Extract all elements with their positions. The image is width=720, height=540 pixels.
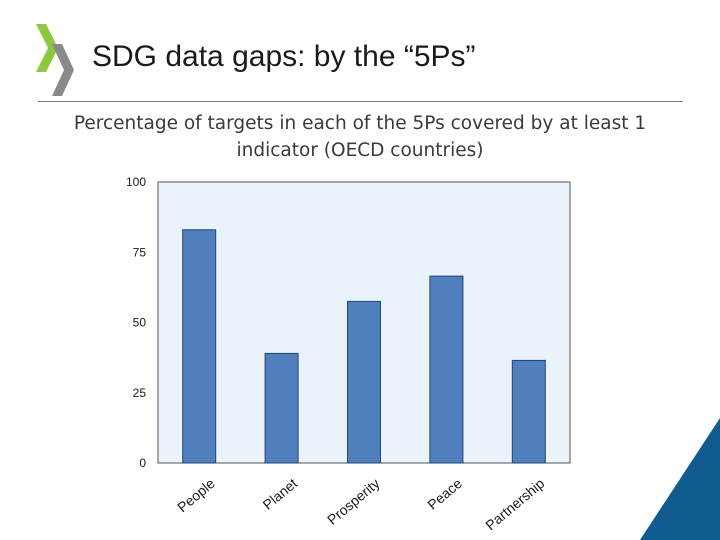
title-divider xyxy=(38,101,683,102)
y-tick-label: 25 xyxy=(133,386,147,400)
bar-planet xyxy=(264,352,299,464)
x-tick-label: Partnership xyxy=(482,475,547,533)
x-tick-label: Planet xyxy=(260,475,301,513)
y-tick-label: 0 xyxy=(139,456,146,470)
x-tick-label: People xyxy=(174,475,218,515)
x-tick-label: Peace xyxy=(424,475,465,513)
x-tick-label: Prosperity xyxy=(324,475,383,528)
bar-peace xyxy=(429,275,464,464)
y-tick-label: 50 xyxy=(133,316,147,330)
chart-subtitle: Percentage of targets in each of the 5Ps… xyxy=(73,113,647,161)
bar-people xyxy=(182,229,217,464)
bar-partnership xyxy=(511,359,546,464)
y-tick-label: 75 xyxy=(133,245,147,259)
oecd-logo-icon xyxy=(36,24,74,96)
slide-title: SDG data gaps: by the “5Ps” xyxy=(92,40,476,73)
bar-prosperity xyxy=(347,300,381,464)
corner-decoration-icon xyxy=(640,418,720,540)
y-tick-label: 100 xyxy=(126,175,146,189)
